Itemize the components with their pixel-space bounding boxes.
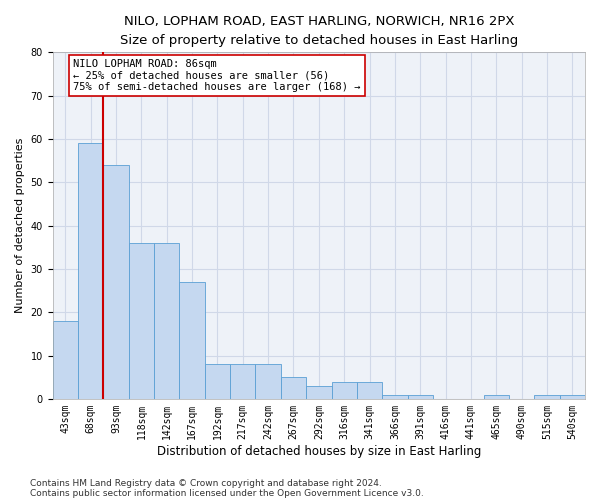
Bar — [306, 386, 332, 399]
Bar — [179, 282, 205, 399]
Bar — [560, 394, 585, 399]
Title: NILO, LOPHAM ROAD, EAST HARLING, NORWICH, NR16 2PX
Size of property relative to : NILO, LOPHAM ROAD, EAST HARLING, NORWICH… — [120, 15, 518, 47]
Text: Contains HM Land Registry data © Crown copyright and database right 2024.: Contains HM Land Registry data © Crown c… — [30, 478, 382, 488]
Bar — [78, 144, 103, 399]
Bar — [205, 364, 230, 399]
Bar — [154, 243, 179, 399]
Bar — [332, 382, 357, 399]
Bar — [407, 394, 433, 399]
Bar — [281, 377, 306, 399]
Bar — [256, 364, 281, 399]
Bar — [357, 382, 382, 399]
Bar — [230, 364, 256, 399]
Bar — [53, 321, 78, 399]
Bar — [535, 394, 560, 399]
Bar — [382, 394, 407, 399]
Text: NILO LOPHAM ROAD: 86sqm
← 25% of detached houses are smaller (56)
75% of semi-de: NILO LOPHAM ROAD: 86sqm ← 25% of detache… — [73, 59, 361, 92]
Y-axis label: Number of detached properties: Number of detached properties — [15, 138, 25, 314]
Bar — [129, 243, 154, 399]
X-axis label: Distribution of detached houses by size in East Harling: Distribution of detached houses by size … — [157, 444, 481, 458]
Bar — [103, 165, 129, 399]
Bar — [484, 394, 509, 399]
Text: Contains public sector information licensed under the Open Government Licence v3: Contains public sector information licen… — [30, 488, 424, 498]
